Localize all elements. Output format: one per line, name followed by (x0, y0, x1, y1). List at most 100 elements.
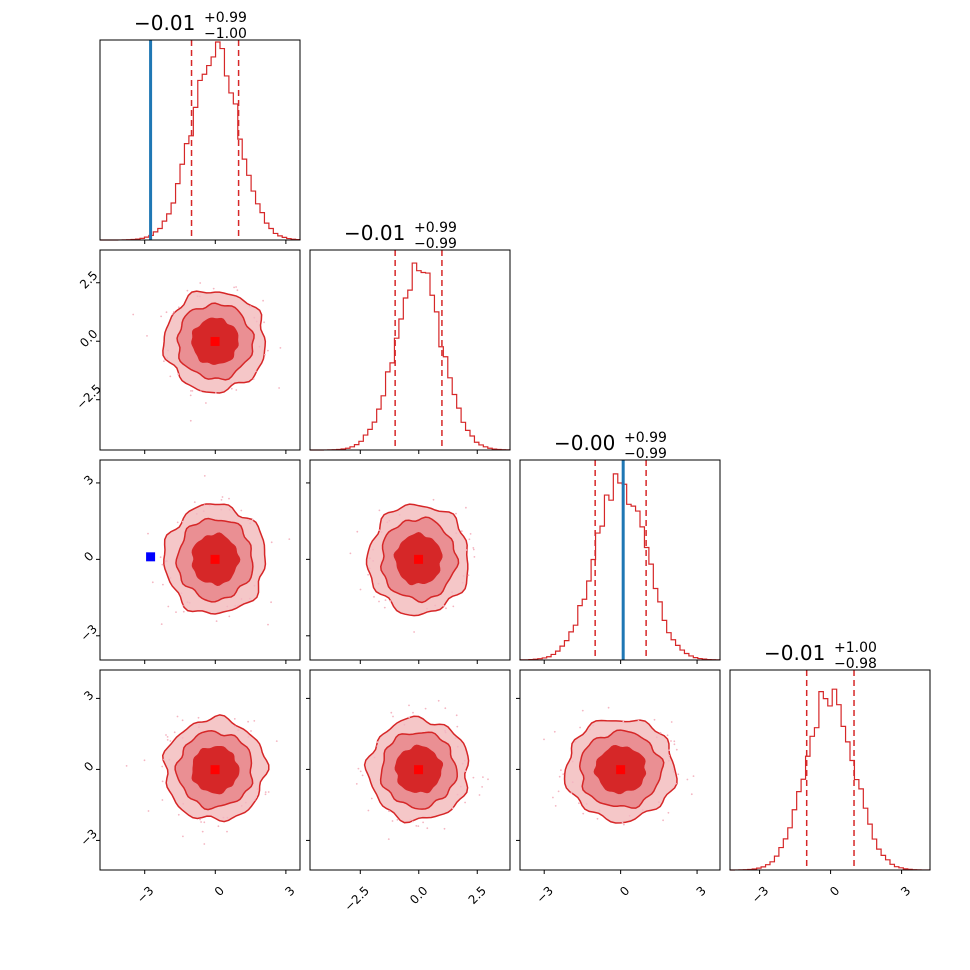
median-marker-1-0 (210, 336, 220, 346)
scatter-point (226, 830, 228, 833)
scatter-point (571, 781, 574, 784)
y-tick-label-2-2: 3 (81, 472, 96, 487)
scatter-point (270, 541, 273, 544)
scatter-point (460, 530, 463, 533)
scatter-point (543, 738, 545, 741)
title-median-2: −0.00 (554, 431, 615, 455)
scatter-point (278, 387, 280, 389)
scatter-point (349, 552, 352, 555)
scatter-point (220, 499, 223, 501)
scatter-point (456, 745, 459, 748)
scatter-point (413, 631, 415, 633)
scatter-point (202, 510, 205, 513)
scatter-point (398, 514, 401, 516)
scatter-point (444, 731, 447, 734)
scatter-point (248, 305, 251, 308)
scatter-point (637, 719, 640, 722)
scatter-point (177, 373, 180, 376)
scatter-point (557, 790, 560, 793)
scatter-point (203, 475, 206, 477)
scatter-point (182, 610, 185, 613)
scatter-point (212, 287, 215, 290)
scatter-point (205, 402, 207, 404)
scatter-point (455, 532, 458, 534)
y-tick-label-3-0: −3 (78, 826, 100, 848)
scatter-point (173, 731, 176, 734)
panel-frame-3-3 (729, 669, 931, 871)
scatter-point (444, 730, 446, 732)
lines-layer (100, 40, 931, 871)
scatter-point (182, 803, 185, 805)
scatter-point (641, 809, 644, 811)
scatter-point (686, 778, 689, 781)
scatter-point (215, 620, 218, 622)
scatter-point (147, 532, 149, 535)
scatter-point (378, 600, 380, 603)
scatter-point (253, 584, 256, 587)
scatter-point (221, 496, 224, 498)
scatter-point (267, 623, 269, 626)
median-marker-3-1 (414, 765, 424, 775)
scatter-point (234, 725, 236, 728)
scatter-point (579, 726, 581, 729)
scatter-point (692, 775, 695, 777)
scatter-point (198, 726, 200, 729)
panel-title-2: −0.00 +0.99−0.99 (554, 430, 667, 462)
scatter-point (588, 728, 591, 731)
scatter-point (162, 583, 164, 586)
scatter-point (472, 547, 475, 549)
scatter-point (389, 600, 392, 602)
scatter-point (465, 549, 468, 551)
x-tick-label-3-2: 3 (898, 884, 913, 899)
scatter-point (173, 310, 175, 313)
scatter-point (574, 740, 577, 743)
scatter-point (426, 827, 429, 830)
scatter-point (240, 805, 243, 807)
scatter-point (237, 604, 240, 607)
scatter-point (437, 699, 440, 702)
scatter-point (464, 801, 466, 804)
scatter-point (677, 773, 680, 776)
scatter-point (356, 530, 359, 533)
scatter-point (372, 548, 374, 551)
scatter-point (473, 556, 476, 558)
title-median-0: −0.01 (134, 11, 195, 35)
scatter-point (361, 774, 364, 777)
y-tick-label-2-1: 0 (81, 549, 96, 564)
scatter-point (378, 529, 380, 532)
scatter-point (166, 357, 169, 360)
scatter-point (653, 718, 656, 721)
scatter-point (166, 736, 169, 738)
scatter-point (690, 793, 693, 796)
x-tick-label-1-1: 0.0 (407, 884, 430, 907)
scatter-point (160, 315, 163, 318)
scatter-point (675, 782, 677, 785)
scatter-point (163, 360, 165, 363)
title-plus-3: +1.00 (834, 640, 877, 656)
scatter-point (456, 793, 459, 796)
scatter-point (673, 743, 676, 746)
scatter-point (247, 736, 250, 738)
scatter-point (167, 349, 170, 352)
y-tick-label-3-2: 3 (81, 688, 96, 703)
panel-frame-3-1 (309, 669, 511, 871)
scatter-point (143, 759, 146, 762)
title-minus-2: −0.99 (624, 446, 667, 462)
scatter-point (598, 809, 601, 812)
scatter-point (359, 770, 362, 773)
scatter-point (262, 299, 264, 302)
scatter-point (254, 370, 257, 373)
median-marker-3-0 (210, 765, 220, 775)
scatter-point (670, 740, 672, 742)
scatter-point (196, 295, 199, 298)
scatter-point (199, 390, 202, 393)
scatter-point (250, 730, 252, 732)
scatter-point (377, 582, 380, 585)
scatter-point (571, 760, 574, 763)
scatter-point (163, 758, 165, 761)
scatter-point (169, 577, 172, 579)
scatter-point (199, 295, 201, 298)
scatter-point (237, 729, 240, 731)
scatter-point (655, 736, 658, 739)
scatter-point (199, 282, 202, 284)
